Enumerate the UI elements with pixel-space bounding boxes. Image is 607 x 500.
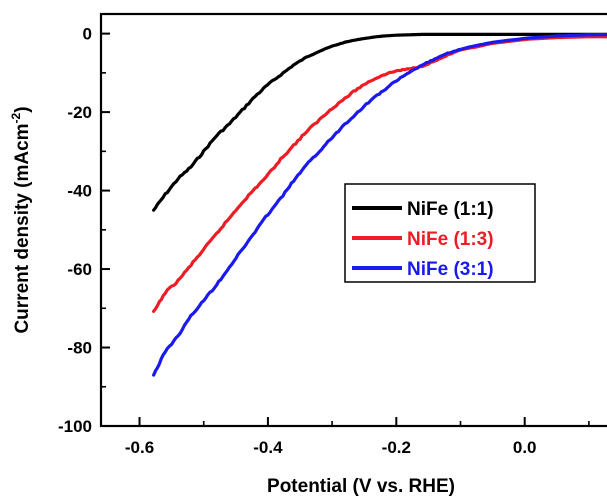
series-layer (152, 32, 607, 377)
y-tick-label: 0 (83, 25, 92, 44)
legend-label: NiFe (3:1) (407, 259, 494, 280)
x-axis-ticks: -0.6 -0.4 -0.2 0.0 (125, 417, 590, 457)
legend: NiFe (1:1) NiFe (1:3) NiFe (3:1) (344, 183, 536, 283)
x-tick-label: -0.2 (382, 438, 411, 457)
y-tick-label: -80 (67, 339, 92, 358)
legend-label: NiFe (1:1) (407, 199, 494, 220)
series-line (152, 32, 607, 212)
legend-items: NiFe (1:1) NiFe (1:3) NiFe (3:1) (352, 199, 494, 280)
legend-label: NiFe (1:3) (407, 229, 494, 250)
x-tick-label: -0.4 (253, 438, 283, 457)
x-axis-title: Potential (V vs. RHE) (267, 476, 455, 497)
y-tick-label: -20 (67, 103, 92, 122)
y-tick-label: -100 (58, 417, 92, 436)
x-tick-label: -0.6 (125, 438, 154, 457)
series-line (152, 32, 607, 377)
legend-box (344, 183, 536, 283)
y-axis-ticks: 0 -20 -40 -60 -80 -100 (58, 25, 110, 436)
y-axis-title: Current density (mAcm-2) (9, 106, 33, 333)
plot-frame (99, 12, 607, 428)
y-tick-label: -40 (67, 182, 92, 201)
x-tick-label: 0.0 (513, 438, 537, 457)
y-tick-label: -60 (67, 260, 92, 279)
